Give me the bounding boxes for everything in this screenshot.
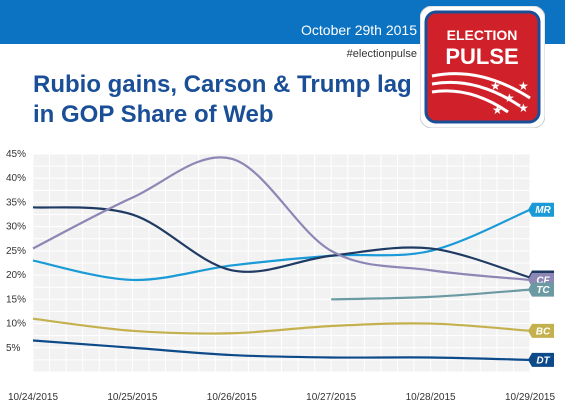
y-tick-label: 10% <box>6 319 26 330</box>
series-line-jb <box>32 206 531 279</box>
series-name-label: MR <box>535 205 551 216</box>
series-tag-tc: TC <box>528 282 554 297</box>
x-tick-label: 10/27/2015 <box>306 392 356 403</box>
x-tick-label: 10/24/2015 <box>8 392 58 403</box>
y-tick-label: 35% <box>6 197 26 208</box>
y-axis: 45% 40% 35% 30% 25% 20% 15% 10% 5% <box>6 149 26 354</box>
hashtag-label: #electionpulse <box>346 48 417 60</box>
series-name-label: BC <box>536 326 551 337</box>
series-line-mr <box>32 208 531 282</box>
x-axis: 10/24/2015 10/25/2015 10/26/2015 10/27/2015… <box>8 392 555 403</box>
star-icon: ★ <box>504 91 515 105</box>
series-line-dt <box>32 339 531 361</box>
logo-line2: PULSE <box>445 44 518 69</box>
star-icon: ★ <box>518 101 529 115</box>
series-tag-dt: DT <box>528 352 554 367</box>
series-name-label: TC <box>536 285 550 296</box>
star-icon: ★ <box>490 79 501 93</box>
series-line-bc <box>32 317 531 335</box>
x-tick-label: 10/25/2015 <box>107 392 157 403</box>
chart-title: Rubio gains, Carson & Trump lag in GOP S… <box>33 71 412 128</box>
series-line-cf <box>32 156 531 282</box>
x-tick-label: 10/26/2015 <box>207 392 257 403</box>
series-tag-bc: BC <box>528 323 554 338</box>
line-chart: 45%40%35%30%25%20%15%10%5% 10/24/2015 10/… <box>6 149 555 403</box>
series-name-label: CF <box>536 275 550 286</box>
series-tags: MRJBCFTCBCDT <box>528 202 554 367</box>
series-line-tc <box>331 288 531 301</box>
y-tick-label: 40% <box>6 173 26 184</box>
date-label: October 29th 2015 <box>301 22 417 38</box>
y-tick-label: 20% <box>6 270 26 281</box>
series-tag-mr: MR <box>528 202 554 217</box>
series-lines <box>32 156 531 361</box>
star-icon: ★ <box>492 103 503 117</box>
x-tick-label: 10/29/2015 <box>505 392 555 403</box>
x-tick-label: 10/28/2015 <box>406 392 456 403</box>
star-icon: ★ <box>518 79 529 93</box>
y-tick-label: 25% <box>6 246 26 257</box>
y-tick-label: 30% <box>6 222 26 233</box>
logo-line1: ELECTION <box>447 27 518 43</box>
chart-grid <box>32 153 531 373</box>
y-tick-label: 45% <box>6 149 26 160</box>
election-pulse-logo: ELECTION PULSE ★ ★ ★ ★ ★ <box>420 6 545 128</box>
y-tick-label: 5% <box>6 343 21 354</box>
series-name-label: DT <box>536 355 550 366</box>
y-tick-label: 15% <box>6 294 26 305</box>
